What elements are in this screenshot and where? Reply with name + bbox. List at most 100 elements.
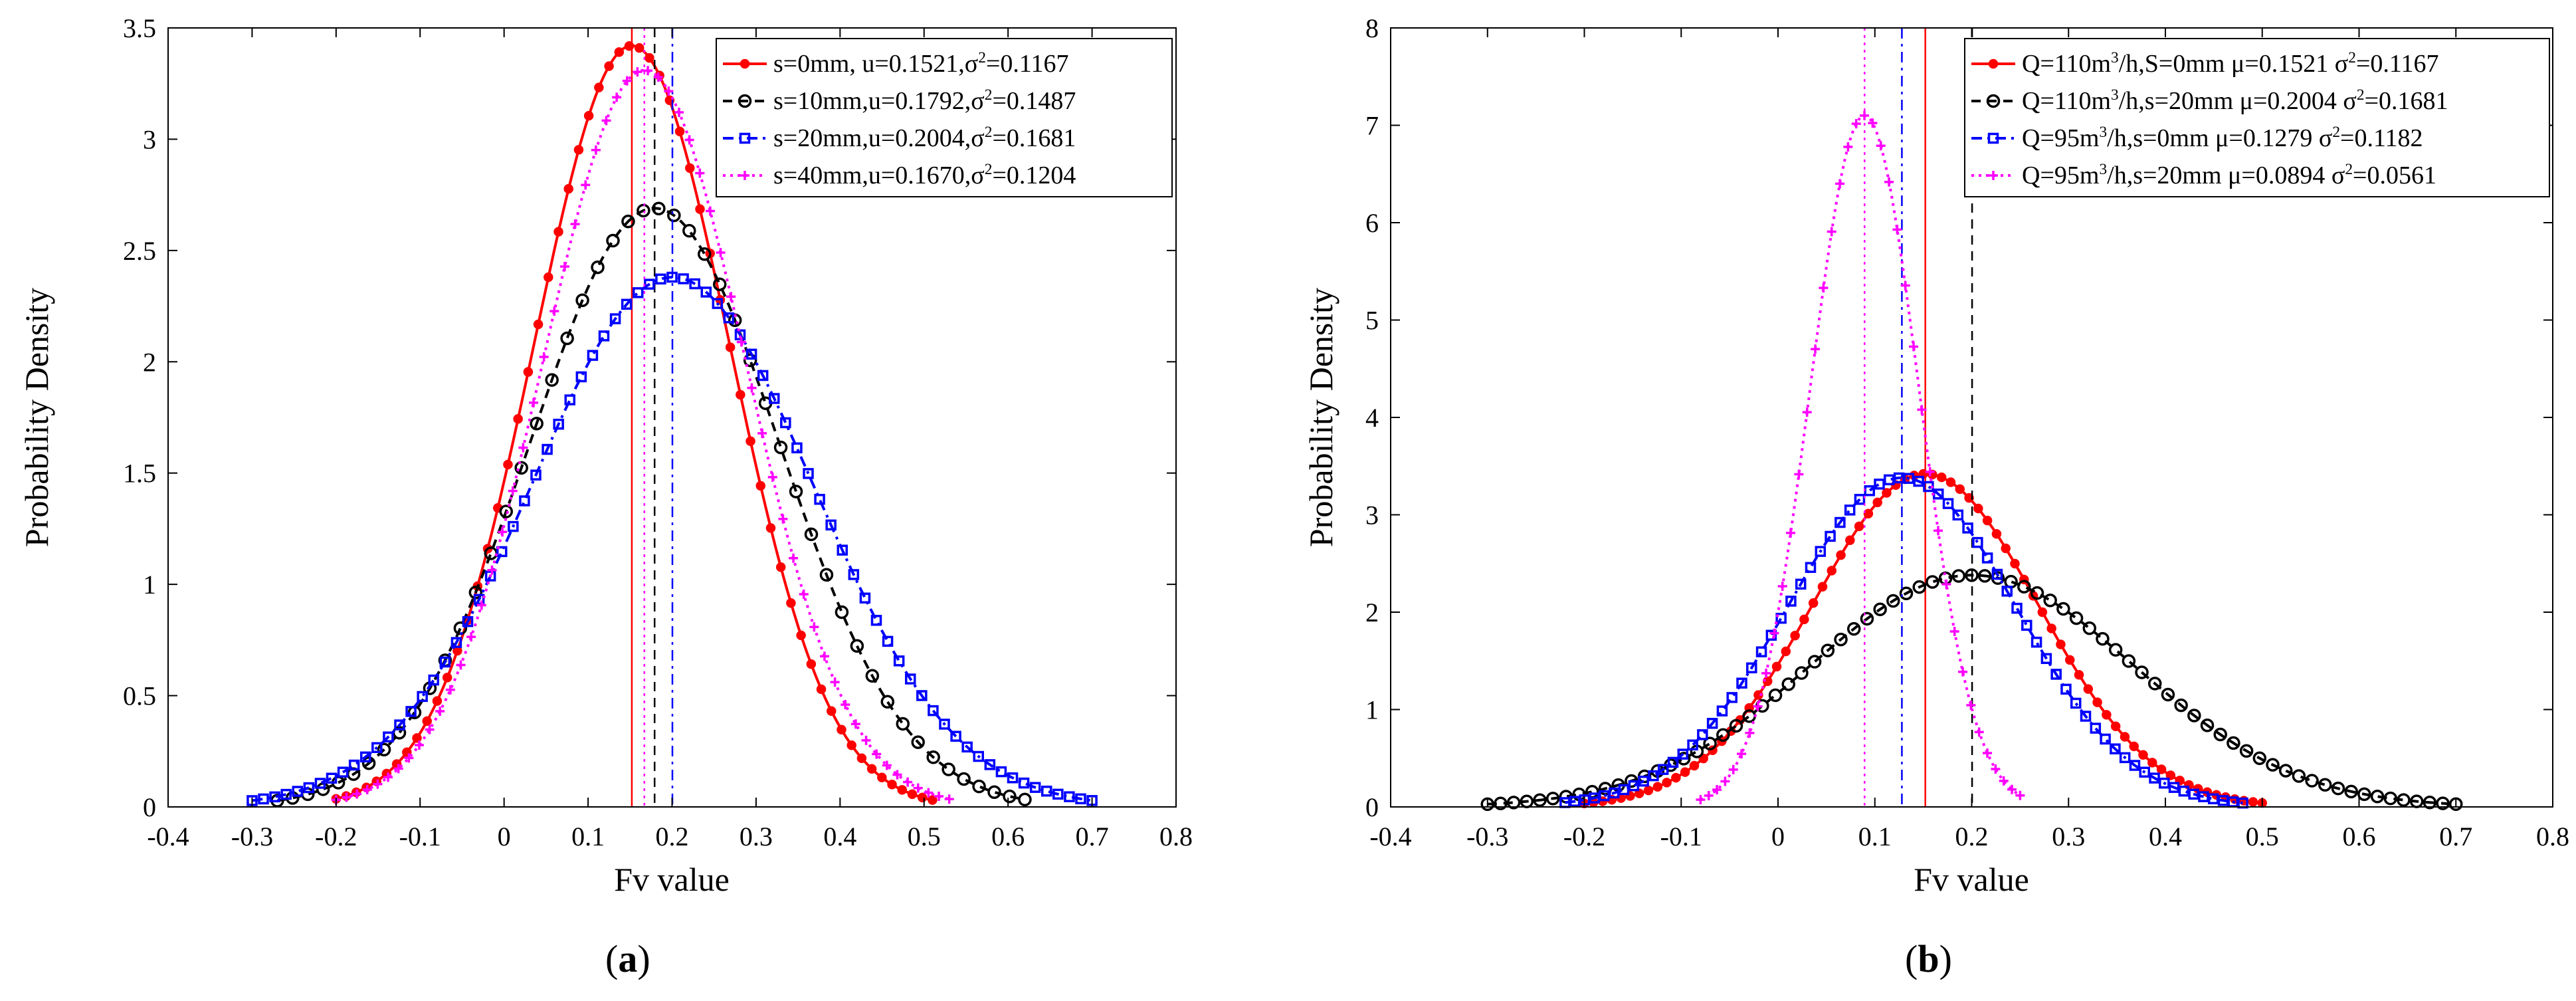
data-point [1007, 772, 1019, 784]
data-point [1795, 578, 1807, 590]
data-point [1018, 792, 1032, 807]
data-point [371, 742, 383, 753]
y-tick-label: 1.5 [123, 459, 156, 489]
data-point [755, 481, 766, 491]
data-point [736, 337, 746, 347]
data-point [1819, 283, 1829, 293]
data-point [1925, 467, 1935, 477]
data-point [698, 247, 712, 261]
data-point [1697, 729, 1708, 740]
x-tick-label: 0.1 [571, 822, 605, 851]
data-point [896, 717, 910, 731]
x-tick-label: 0.2 [1955, 822, 1989, 851]
legend-entry: Q=110m3/h,S=0mm μ=0.1521 σ2=0.1167 [2022, 49, 2439, 78]
data-point [1949, 627, 1959, 637]
data-point [2060, 683, 2072, 695]
data-point [633, 67, 643, 77]
data-point [723, 312, 735, 324]
data-point [560, 331, 574, 346]
data-point [859, 592, 871, 604]
data-point [705, 206, 715, 216]
data-point [1494, 796, 1508, 810]
data-point [542, 443, 553, 455]
y-tick-label: 1 [143, 570, 156, 600]
data-point [292, 786, 303, 797]
data-point [1716, 728, 1730, 742]
x-tick-label: -0.2 [315, 822, 357, 851]
data-point [1964, 493, 1974, 503]
data-point [1599, 790, 1610, 802]
x-tick-label: -0.4 [147, 822, 189, 851]
x-tick-label: -0.3 [231, 822, 273, 851]
data-point [1771, 661, 1782, 672]
data-point [961, 741, 973, 753]
legend-marker [740, 171, 749, 180]
y-tick-label: 2 [1365, 598, 1379, 627]
data-point [2015, 790, 2025, 800]
data-point [848, 569, 860, 580]
legend-a: s=0mm, u=0.1521,σ2=0.1167 s=10mm,u=0.1792… [716, 38, 1173, 197]
legend-box [1964, 38, 2550, 197]
data-point [1999, 776, 2009, 786]
data-point [393, 764, 403, 774]
data-point [695, 204, 705, 214]
data-point [995, 766, 1007, 778]
data-point [2187, 709, 2201, 723]
data-point [432, 696, 443, 706]
data-point [581, 180, 591, 190]
data-point [1873, 602, 1887, 617]
data-point [466, 632, 476, 642]
data-point [780, 417, 791, 429]
data-point [1899, 586, 1914, 600]
data-point [2083, 684, 2094, 694]
data-point [2139, 766, 2150, 778]
data-point [2122, 654, 2136, 668]
data-point [2178, 785, 2190, 797]
x-tick-label: -0.3 [1466, 822, 1508, 851]
data-point [786, 598, 796, 608]
data-point [2129, 741, 2139, 752]
data-point [2092, 697, 2102, 707]
data-point [1786, 528, 1796, 538]
legend-marker [739, 132, 751, 144]
data-point [1872, 497, 1882, 508]
data-point [664, 86, 674, 96]
data-point [1983, 748, 1993, 758]
data-point [866, 764, 877, 774]
x-tick-label: 0.2 [656, 822, 689, 851]
data-point [1805, 562, 1817, 573]
data-point [391, 759, 402, 769]
data-point [2046, 623, 2056, 633]
data-point [2110, 743, 2121, 754]
data-point [2138, 750, 2148, 760]
x-tick-label: 0 [1771, 822, 1785, 851]
data-point [2080, 711, 2092, 722]
data-point [913, 783, 923, 793]
data-point [2423, 796, 2437, 810]
data-point [1955, 484, 1965, 495]
data-point [972, 779, 986, 794]
data-point [2070, 697, 2082, 709]
data-point [2102, 710, 2112, 720]
y-tick-label: 2 [143, 347, 156, 377]
data-point [1703, 736, 1717, 750]
data-point [2159, 777, 2170, 789]
data-point [882, 760, 892, 770]
data-point [767, 472, 777, 482]
x-tick-label: -0.1 [1660, 822, 1702, 851]
data-point [700, 286, 712, 298]
x-tick-label: 0.7 [1076, 822, 1109, 851]
data-point [2213, 727, 2227, 742]
data-point [2383, 791, 2398, 806]
data-point [496, 546, 508, 558]
data-point [377, 742, 391, 756]
data-point [425, 724, 435, 734]
data-point [1506, 796, 1521, 810]
data-point [716, 247, 726, 257]
data-point [530, 417, 544, 431]
data-point [1781, 677, 1796, 691]
data-point [1671, 772, 1681, 783]
data-point [2040, 653, 2052, 665]
data-point [1737, 749, 1747, 759]
data-point [644, 53, 654, 63]
